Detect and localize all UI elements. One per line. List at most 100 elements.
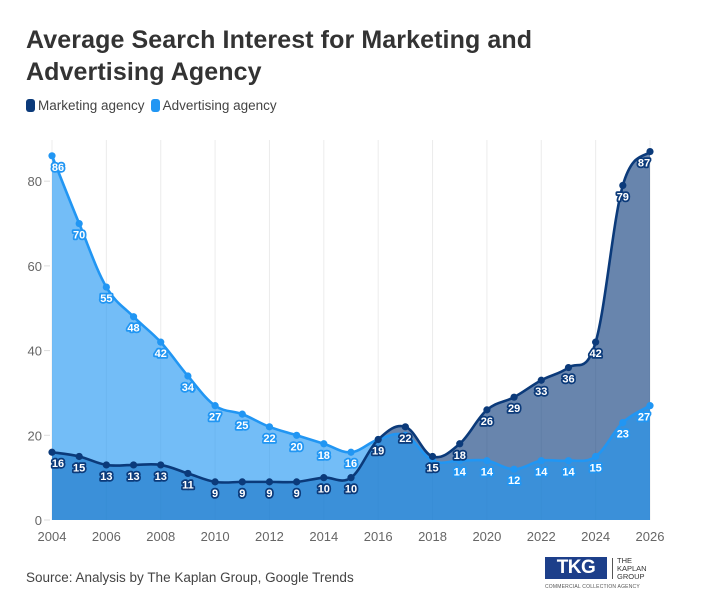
data-label-marketing: 10 <box>345 484 357 496</box>
legend: Marketing agency Advertising agency <box>26 98 283 113</box>
data-point-advertising <box>510 465 518 473</box>
data-label-advertising: 15 <box>590 462 602 474</box>
data-point-advertising <box>75 219 83 228</box>
data-label-marketing: 26 <box>481 416 493 428</box>
data-label-advertising: 25 <box>236 420 248 432</box>
data-label-advertising: 14 <box>535 467 548 479</box>
data-label-marketing: 15 <box>426 462 438 474</box>
data-labels: 86 70 55 48 42 34 27 25 22 20 18 16 14 14 12 14 14 15 23 27… <box>50 156 652 502</box>
data-label-marketing: 16 <box>52 458 64 470</box>
x-tick-label: 2016 <box>364 529 393 544</box>
x-tick-label: 2022 <box>527 529 556 544</box>
data-point-advertising <box>456 457 464 465</box>
axes: 2004 2006 2008 2010 2012 2014 2016 2018 2020 2022… <box>28 174 665 544</box>
data-point-advertising <box>592 452 600 461</box>
data-label-marketing: 22 <box>399 433 411 445</box>
x-tick-label: 2026 <box>636 529 665 544</box>
area-advertising <box>52 155 650 521</box>
data-label-advertising: 20 <box>291 441 303 453</box>
data-point-advertising <box>102 283 110 291</box>
data-point-advertising <box>157 338 165 346</box>
legend-item-marketing: Marketing agency <box>26 98 145 113</box>
data-point-marketing <box>293 478 301 486</box>
data-point-marketing <box>510 393 518 401</box>
chart-title: Average Search Interest for Marketing an… <box>26 26 533 86</box>
logo-name-line: KAPLAN <box>617 564 647 573</box>
data-point-marketing <box>265 478 274 486</box>
logo-name-line: THE <box>617 556 632 565</box>
y-tick-label: 20 <box>28 428 42 443</box>
data-point-advertising <box>184 372 192 380</box>
data-point-advertising <box>619 418 627 427</box>
data-point-advertising <box>537 457 545 465</box>
areas <box>52 151 650 521</box>
logo-mark: TKG <box>545 557 607 579</box>
x-tick-label: 2010 <box>201 529 230 544</box>
data-point-marketing <box>48 448 56 456</box>
data-label-marketing: 9 <box>294 488 300 500</box>
area-marketing <box>52 151 650 520</box>
data-label-advertising: 12 <box>508 475 520 487</box>
data-point-marketing <box>75 452 83 461</box>
data-point-advertising <box>483 457 491 465</box>
data-point-marketing <box>564 363 573 372</box>
data-point-marketing <box>619 181 627 190</box>
data-label-marketing: 13 <box>100 471 112 483</box>
data-label-marketing: 19 <box>372 446 384 458</box>
data-label-marketing: 10 <box>318 484 330 496</box>
data-label-marketing: 9 <box>239 488 245 500</box>
data-point-marketing <box>238 478 246 486</box>
data-points <box>48 147 654 486</box>
data-point-marketing <box>157 461 165 469</box>
data-point-advertising <box>564 457 573 465</box>
data-point-marketing <box>428 452 437 461</box>
y-tick-label: 40 <box>28 344 42 359</box>
data-label-marketing: 13 <box>155 471 167 483</box>
data-label-advertising: 27 <box>638 412 650 424</box>
logo-name-line: GROUP <box>617 572 645 581</box>
data-label-marketing: 13 <box>127 471 139 483</box>
data-label-advertising: 86 <box>52 162 64 174</box>
x-tick-label: 2014 <box>309 529 338 544</box>
line-marketing <box>51 150 652 484</box>
data-point-marketing <box>347 474 355 482</box>
data-label-advertising: 34 <box>182 382 195 394</box>
data-label-marketing: 87 <box>638 158 650 170</box>
x-tick-label: 2008 <box>146 529 175 544</box>
data-point-marketing <box>456 440 464 448</box>
data-point-advertising <box>401 431 409 439</box>
data-label-marketing: 15 <box>73 462 85 474</box>
x-tick-label: 2018 <box>418 529 447 544</box>
legend-item-advertising: Advertising agency <box>150 98 277 113</box>
x-tick-label: 2006 <box>92 529 121 544</box>
data-label-advertising: 22 <box>263 433 275 445</box>
data-label-marketing: 36 <box>562 374 574 386</box>
data-label-marketing: 9 <box>266 488 272 500</box>
x-tick-label: 2020 <box>472 529 501 544</box>
data-label-advertising: 27 <box>209 412 221 424</box>
data-point-marketing <box>592 338 600 346</box>
data-point-advertising <box>129 313 138 321</box>
data-point-advertising <box>265 423 274 431</box>
data-point-marketing <box>483 406 491 414</box>
data-point-advertising <box>211 402 219 410</box>
data-point-advertising <box>48 152 56 160</box>
data-label-advertising: 14 <box>562 467 575 479</box>
data-label-advertising: 14 <box>481 467 494 479</box>
y-tick-label: 0 <box>35 513 42 528</box>
data-label-marketing: 33 <box>535 386 547 398</box>
data-point-advertising <box>320 440 328 448</box>
legend-swatch-marketing <box>26 99 35 112</box>
data-label-marketing: 18 <box>454 450 466 462</box>
data-label-marketing: 42 <box>590 348 602 360</box>
logo-tagline: COMMERCIAL COLLECTION AGENCY <box>545 584 640 590</box>
company-logo: TKG THE KAPLAN GROUP COMMERCIAL COLLECTI… <box>545 557 680 595</box>
data-point-marketing <box>129 461 138 469</box>
legend-label-marketing: Marketing agency <box>38 98 145 113</box>
y-tick-label: 80 <box>28 174 42 189</box>
data-label-marketing: 11 <box>182 479 194 491</box>
data-point-marketing <box>374 435 382 444</box>
data-point-marketing <box>646 147 654 156</box>
data-label-advertising: 14 <box>454 467 467 479</box>
